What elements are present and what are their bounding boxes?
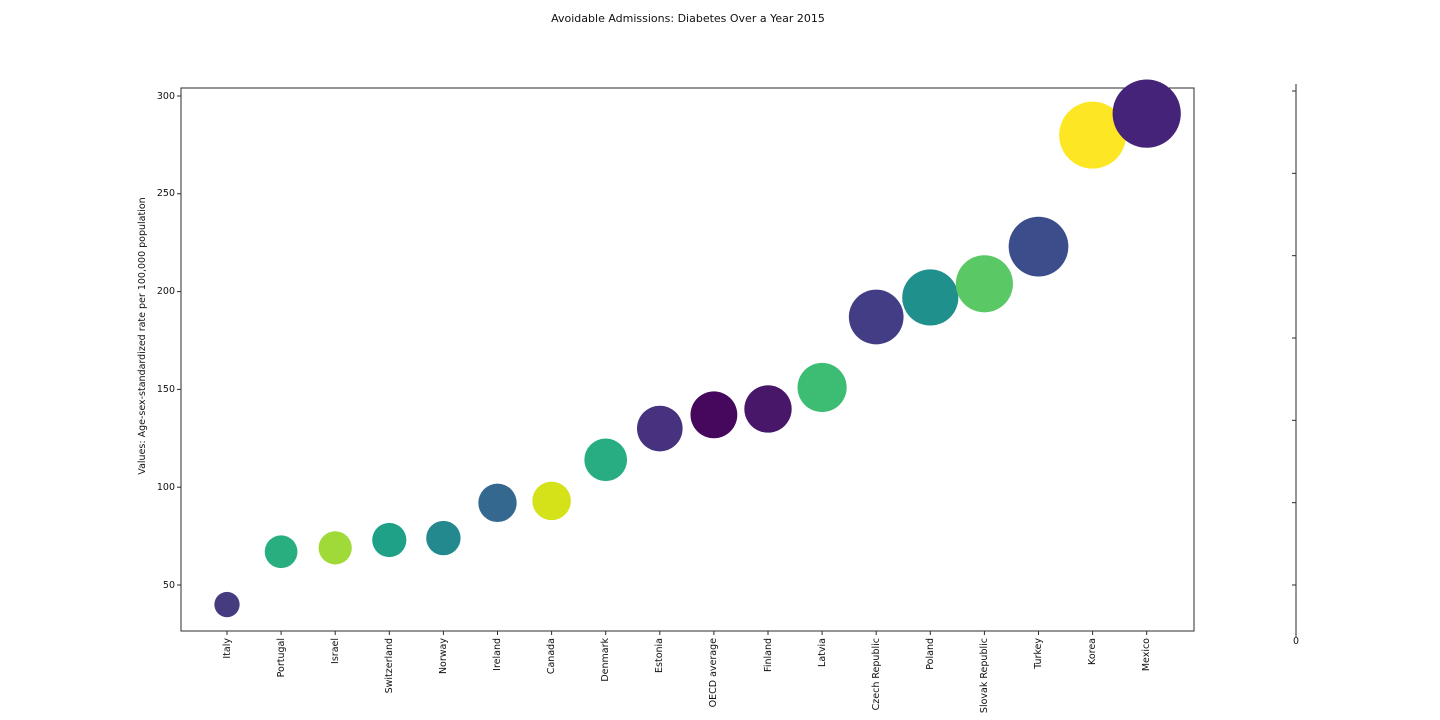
x-tick-label-switzerland: Switzerland <box>383 638 395 694</box>
bubble-mexico <box>1112 79 1181 148</box>
y-tick-label: 250 <box>156 188 175 200</box>
bubble-finland <box>744 385 792 433</box>
x-tick-label-slovak-republic: Slovak Republic <box>978 638 990 714</box>
bubble-canada <box>532 481 571 521</box>
x-tick-label-korea: Korea <box>1087 638 1099 665</box>
chart-title: Avoidable Admissions: Diabetes Over a Ye… <box>551 12 825 25</box>
x-tick-label-norway: Norway <box>437 638 449 675</box>
x-tick-label-turkey: Turkey <box>1033 638 1044 669</box>
x-tick-label-poland: Poland <box>924 638 936 670</box>
bubble-norway <box>426 520 461 556</box>
x-tick-label-czech-republic: Czech Republic <box>870 638 882 711</box>
bubble-estonia <box>636 405 683 452</box>
bubble-ireland <box>478 483 517 523</box>
y-tick-label: 200 <box>156 286 175 298</box>
x-tick-label-israel: Israel <box>329 638 341 664</box>
y-tick-label: 300 <box>156 90 175 102</box>
bubble-korea <box>1059 101 1127 169</box>
bubble-portugal <box>264 535 298 569</box>
bubble-latvia <box>797 362 847 413</box>
y-tick-label: 150 <box>156 383 175 395</box>
bubble-denmark <box>584 438 628 482</box>
bubble-czech-republic <box>848 289 904 345</box>
plot-frame <box>180 87 1195 632</box>
bubble-turkey <box>1008 216 1069 277</box>
x-tick-label-mexico: Mexico <box>1141 638 1153 672</box>
x-tick-label-ireland: Ireland <box>492 638 503 671</box>
bubble-italy <box>214 591 240 618</box>
bubble-israel <box>318 531 352 565</box>
bubble-poland <box>902 269 959 326</box>
x-tick-label-portugal: Portugal <box>275 638 287 678</box>
x-tick-label-italy: Italy <box>221 638 233 659</box>
x-tick-label-denmark: Denmark <box>600 638 612 682</box>
y-tick-label: 100 <box>156 481 175 493</box>
bubble-slovak-republic <box>955 255 1013 313</box>
bubble-oecd-average <box>690 391 738 439</box>
x-tick-label-canada: Canada <box>546 638 558 675</box>
secondary-axis-zero-tick-label: 0 <box>1292 636 1300 647</box>
x-tick-label-finland: Finland <box>762 638 774 672</box>
x-tick-label-latvia: Latvia <box>816 638 828 667</box>
x-tick-label-oecd-average: OECD average <box>708 638 720 708</box>
bubble-switzerland <box>372 522 407 558</box>
x-tick-label-estonia: Estonia <box>654 638 666 673</box>
y-tick-label: 50 <box>162 579 175 591</box>
